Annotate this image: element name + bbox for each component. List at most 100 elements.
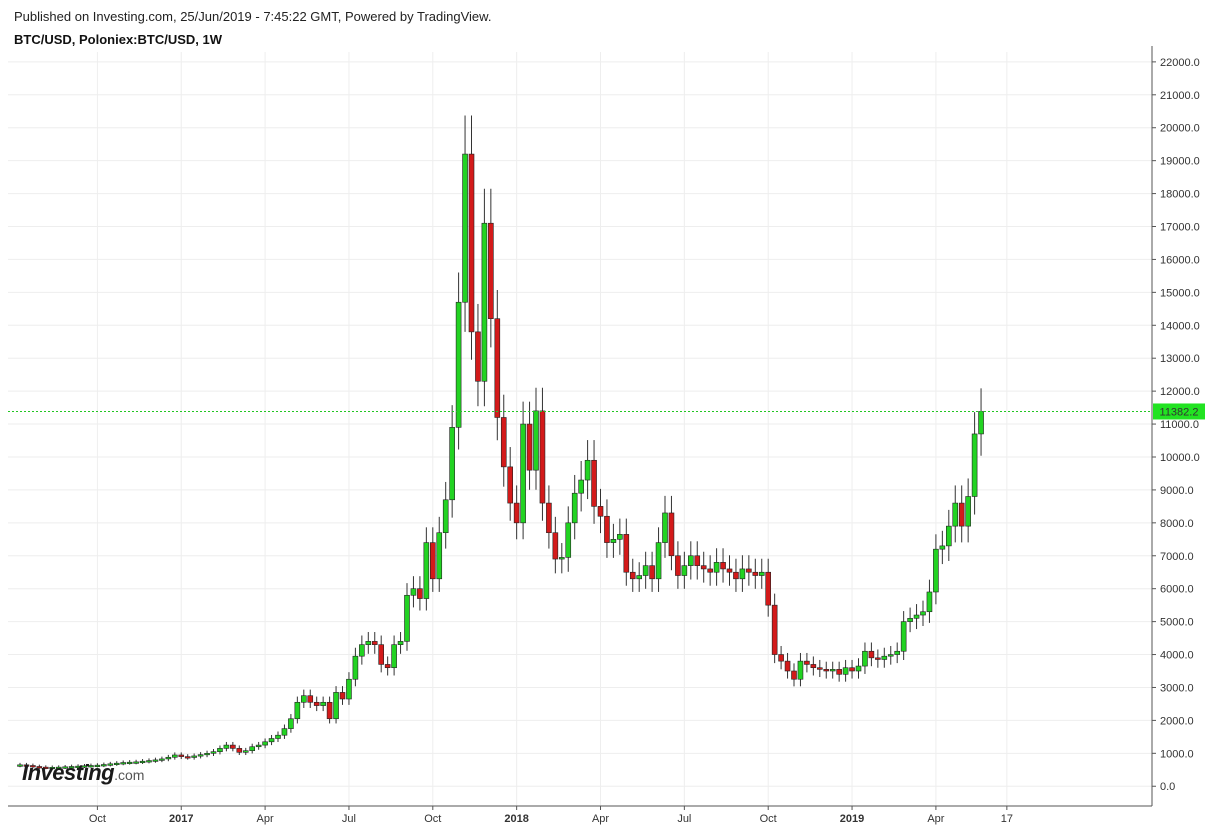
y-tick-label: 13000.0 [1160, 353, 1200, 365]
x-tick-label: Oct [760, 813, 777, 825]
candle-body-up [391, 644, 397, 669]
candle [765, 558, 772, 617]
candle-body-up [49, 767, 56, 770]
candle-body-up [913, 614, 920, 619]
investing-logo: Investing.com [22, 760, 144, 786]
y-tick-label: 1000.0 [1160, 748, 1194, 760]
candle-body-down [791, 670, 797, 680]
candle [365, 632, 372, 654]
candle [668, 495, 675, 571]
candle [694, 541, 701, 580]
candle-body-up [610, 539, 617, 543]
last-price-label: 11382.2 [1160, 406, 1199, 418]
candle [210, 748, 217, 756]
candle-body-up [842, 667, 849, 675]
candle-body-up [571, 492, 578, 524]
candle-body-up [275, 734, 281, 739]
candle-body-up [636, 575, 643, 580]
candle-body-up [971, 433, 978, 497]
candle [442, 481, 449, 549]
candle [687, 541, 694, 580]
x-tick-label: Apr [592, 813, 609, 825]
y-tick-label: 18000.0 [1160, 189, 1200, 201]
candle [578, 461, 584, 512]
candle [816, 659, 823, 678]
candle-body-up [262, 741, 268, 746]
candle-body-up [881, 655, 888, 660]
candle-body-down [468, 153, 475, 333]
candle-body-down [675, 555, 681, 576]
candle [758, 558, 765, 589]
candle [920, 600, 926, 626]
candle [584, 440, 591, 500]
candle [172, 752, 178, 760]
candle [539, 387, 546, 521]
candle-body-down [875, 657, 881, 660]
candle-body-up [223, 744, 230, 749]
candle [436, 516, 443, 592]
x-tick-label: 2017 [169, 813, 193, 825]
candle [101, 762, 107, 768]
candle [855, 658, 862, 679]
candle-body-up [945, 525, 952, 547]
candle-body-down [23, 764, 30, 767]
candle [42, 765, 49, 770]
candle [913, 604, 920, 630]
candle [481, 188, 488, 407]
candle-body-down [849, 667, 855, 672]
candle-body-up [584, 459, 591, 481]
candle-body-down [752, 571, 759, 576]
candle [488, 188, 494, 348]
logo-suffix: .com [114, 767, 145, 783]
candle-body-down [765, 571, 772, 606]
candle-body-down [36, 766, 43, 769]
candle [288, 714, 294, 733]
candle [417, 576, 423, 611]
candle [62, 764, 68, 769]
candle [849, 659, 855, 679]
candle-body-down [313, 701, 320, 706]
candle-body-up [191, 755, 197, 758]
candle [939, 530, 946, 565]
candle [107, 761, 114, 767]
candle-body-up [978, 411, 984, 435]
candle-body-up [565, 522, 572, 558]
candle-body-up [101, 764, 107, 767]
candle [300, 689, 307, 708]
candle-body-down [500, 417, 507, 468]
candle [604, 499, 610, 558]
candle [391, 635, 397, 676]
candle [642, 551, 649, 589]
candle [500, 394, 507, 487]
candle [558, 543, 565, 574]
candle [113, 761, 120, 766]
published-note: Published on Investing.com, 25/Jun/2019 … [14, 9, 492, 24]
candle-body-down [384, 664, 391, 669]
candle [346, 672, 352, 705]
candle [429, 527, 436, 592]
candle-body-up [404, 594, 410, 642]
candle [68, 764, 75, 769]
candle-body-down [720, 562, 726, 570]
candle-body-up [558, 557, 565, 560]
candle [610, 523, 617, 558]
candle-body-down [778, 654, 784, 662]
candle [371, 632, 378, 654]
symbol-title: BTC/USD, Poloniex:BTC/USD, 1W [14, 32, 223, 47]
candle-body-up [165, 756, 172, 760]
candle-body-down [339, 692, 346, 700]
candle [887, 645, 894, 665]
candle [268, 734, 275, 746]
candle [352, 647, 359, 687]
candle [700, 551, 707, 583]
candle [126, 760, 133, 765]
candle-body-up [75, 765, 81, 768]
y-tick-label: 16000.0 [1160, 254, 1200, 266]
y-tick-label: 7000.0 [1160, 551, 1194, 563]
x-tick-label: Jul [677, 813, 691, 825]
candle [868, 642, 875, 667]
candle [513, 485, 520, 540]
candle-body-up [655, 542, 662, 580]
candle-body-down [604, 515, 610, 543]
